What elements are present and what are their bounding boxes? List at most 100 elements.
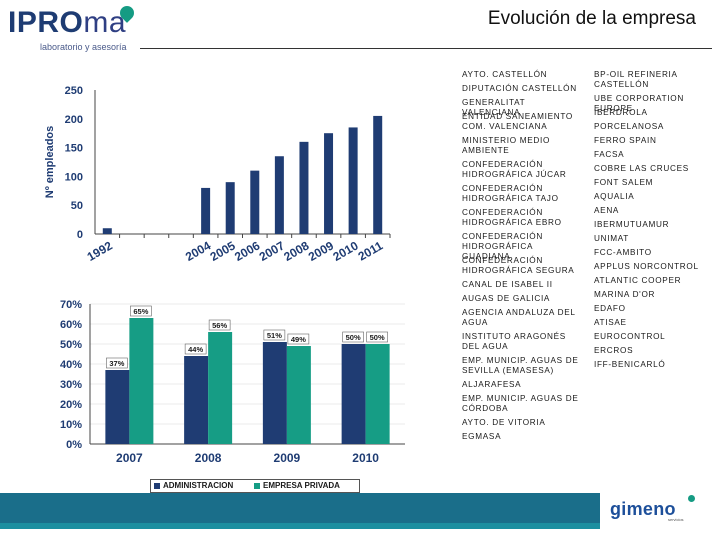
percentage-chart: 0% 10% 20% 30% 40% 50% 60% 70% 37% 65% 2007 44% 56% 2… [60,299,405,465]
client-item: IBERDROLA [594,108,648,117]
pct-bar [286,346,311,444]
client-item: ALJARAFESA [462,380,522,389]
employee-bar [250,170,260,234]
employee-bar [299,141,309,234]
client-item: IFF-BENICARLÓ [594,360,666,369]
client-item: EMP. MUNICIP. AGUAS DE CÓRDOBA [462,394,579,413]
pct-data-label: 50% [370,333,385,342]
legend-swatch-private [254,483,260,489]
pct-data-label: 37% [109,359,124,368]
client-item: ENTIDAD SANEAMIENTO COM. VALENCIANA [462,112,573,131]
pct-label-box [366,331,388,343]
client-item: IBERMUTUAMUR [594,220,670,229]
y-tick-label: 10% [60,419,82,431]
pct-data-label: 44% [188,345,203,354]
y-tick-label: 0 [77,229,83,241]
pct-label-box [342,331,364,343]
client-item: COBRE LAS CRUCES [594,164,689,173]
client-item: CANAL DE ISABEL II [462,280,553,289]
employee-bar [274,156,284,234]
client-item: ERCROS [594,346,634,355]
pct-data-label: 56% [212,321,227,330]
client-item: UBE CORPORATION EUROPE [594,94,684,113]
client-item: GENERALITAT VALENCIANA [462,98,526,117]
employee-bar [201,187,211,234]
client-item: PORCELANOSA [594,122,665,131]
client-item: EDAFO [594,304,626,313]
page-title: Evolución de la empresa [487,8,696,29]
pct-legend: ADMINISTRACION EMPRESA PRIVADA [150,479,360,493]
x-tick-label: 2007 [116,451,143,465]
gimeno-subtitle: servicios [668,517,684,522]
y-tick-label: 70% [60,299,82,311]
x-tick-label: 1992 [85,238,115,264]
pct-bar [262,342,287,444]
pct-label-box [184,343,207,355]
client-item: MARINA D'OR [594,290,656,299]
client-item: AGENCIA ANDALUZA DEL AGUA [462,308,576,327]
client-item: MINISTERIO MEDIO AMBIENTE [462,136,551,155]
y-tick-label: 150 [65,143,83,155]
employee-bar [102,228,112,234]
pct-data-label: 65% [133,307,148,316]
client-item: AQUALIA [594,192,635,201]
client-item: FERRO SPAIN [594,136,657,145]
client-item: CONFEDERACIÓN HIDROGRÁFICA GUADIANA [462,232,543,261]
x-tick-label: 2011 [356,238,386,263]
pct-bar [184,356,209,444]
y-tick-label: 20% [60,399,82,411]
logo-main: IPRO [8,6,84,39]
client-item: UNIMAT [594,234,629,243]
gimeno-logo: gimeno [610,499,676,519]
pct-label-box [263,329,286,341]
y-tick-label: 30% [60,379,82,391]
client-item: AUGAS DE GALICIA [462,294,551,303]
client-item: INSTITUTO ARAGONÉS DEL AGUA [462,332,566,351]
pct-data-label: 50% [346,333,361,342]
pct-label-box [208,319,231,331]
client-item: CONFEDERACIÓN HIDROGRÁFICA SEGURA [462,256,575,275]
employee-bar [348,127,358,234]
client-item: FONT SALEM [594,178,654,187]
y-tick-label: 0% [66,439,82,451]
pct-bar [365,344,390,444]
employee-bar [324,133,334,234]
y-tick-label: 60% [60,319,82,331]
x-tick-label: 2008 [195,451,222,465]
y-tick-label: 50% [60,339,82,351]
y-tick-label: 40% [60,359,82,371]
y-tick-label: 200 [65,114,83,126]
client-item: CONFEDERACIÓN HIDROGRÁFICA EBRO [462,208,562,227]
pct-bar [208,332,233,444]
y-tick-label: 250 [65,85,83,97]
gimeno-dot-icon [688,495,695,502]
legend-swatch-admin [154,483,160,489]
logo-tail: ma [83,6,127,39]
pct-data-label: 51% [267,331,282,340]
client-item: ATISAE [594,318,627,327]
client-item: ATLANTIC COOPER [594,276,682,285]
logo-subtitle: laboratorio y asesoría [40,42,127,52]
client-item: APPLUS NORCONTROL [594,262,699,271]
ipromа-logo: IPROma [8,6,126,40]
client-item: AYTO. DE VITORIA [462,418,546,427]
pct-label-box [130,305,152,317]
client-item: FCC-AMBITO [594,248,652,257]
client-item: EMP. MUNICIP. AGUAS DE SEVILLA (EMASESA) [462,356,579,375]
pct-bar [341,344,366,444]
title-divider [140,48,712,49]
client-item: EGMASA [462,432,502,441]
employee-bar [373,115,383,234]
x-tick-label: 2009 [274,451,301,465]
pct-label-box [106,357,128,369]
client-item: AENA [594,206,620,215]
footer-band [0,493,600,523]
footer-band-accent [0,523,600,529]
client-item: FACSA [594,150,625,159]
y-tick-label: 50 [71,200,83,212]
client-item: CONFEDERACIÓN HIDROGRÁFICA JÚCAR [462,160,567,179]
y-axis-label: Nº empleados [44,126,56,198]
legend-label-private: EMPRESA PRIVADA [263,481,340,490]
pct-bar [105,370,130,444]
